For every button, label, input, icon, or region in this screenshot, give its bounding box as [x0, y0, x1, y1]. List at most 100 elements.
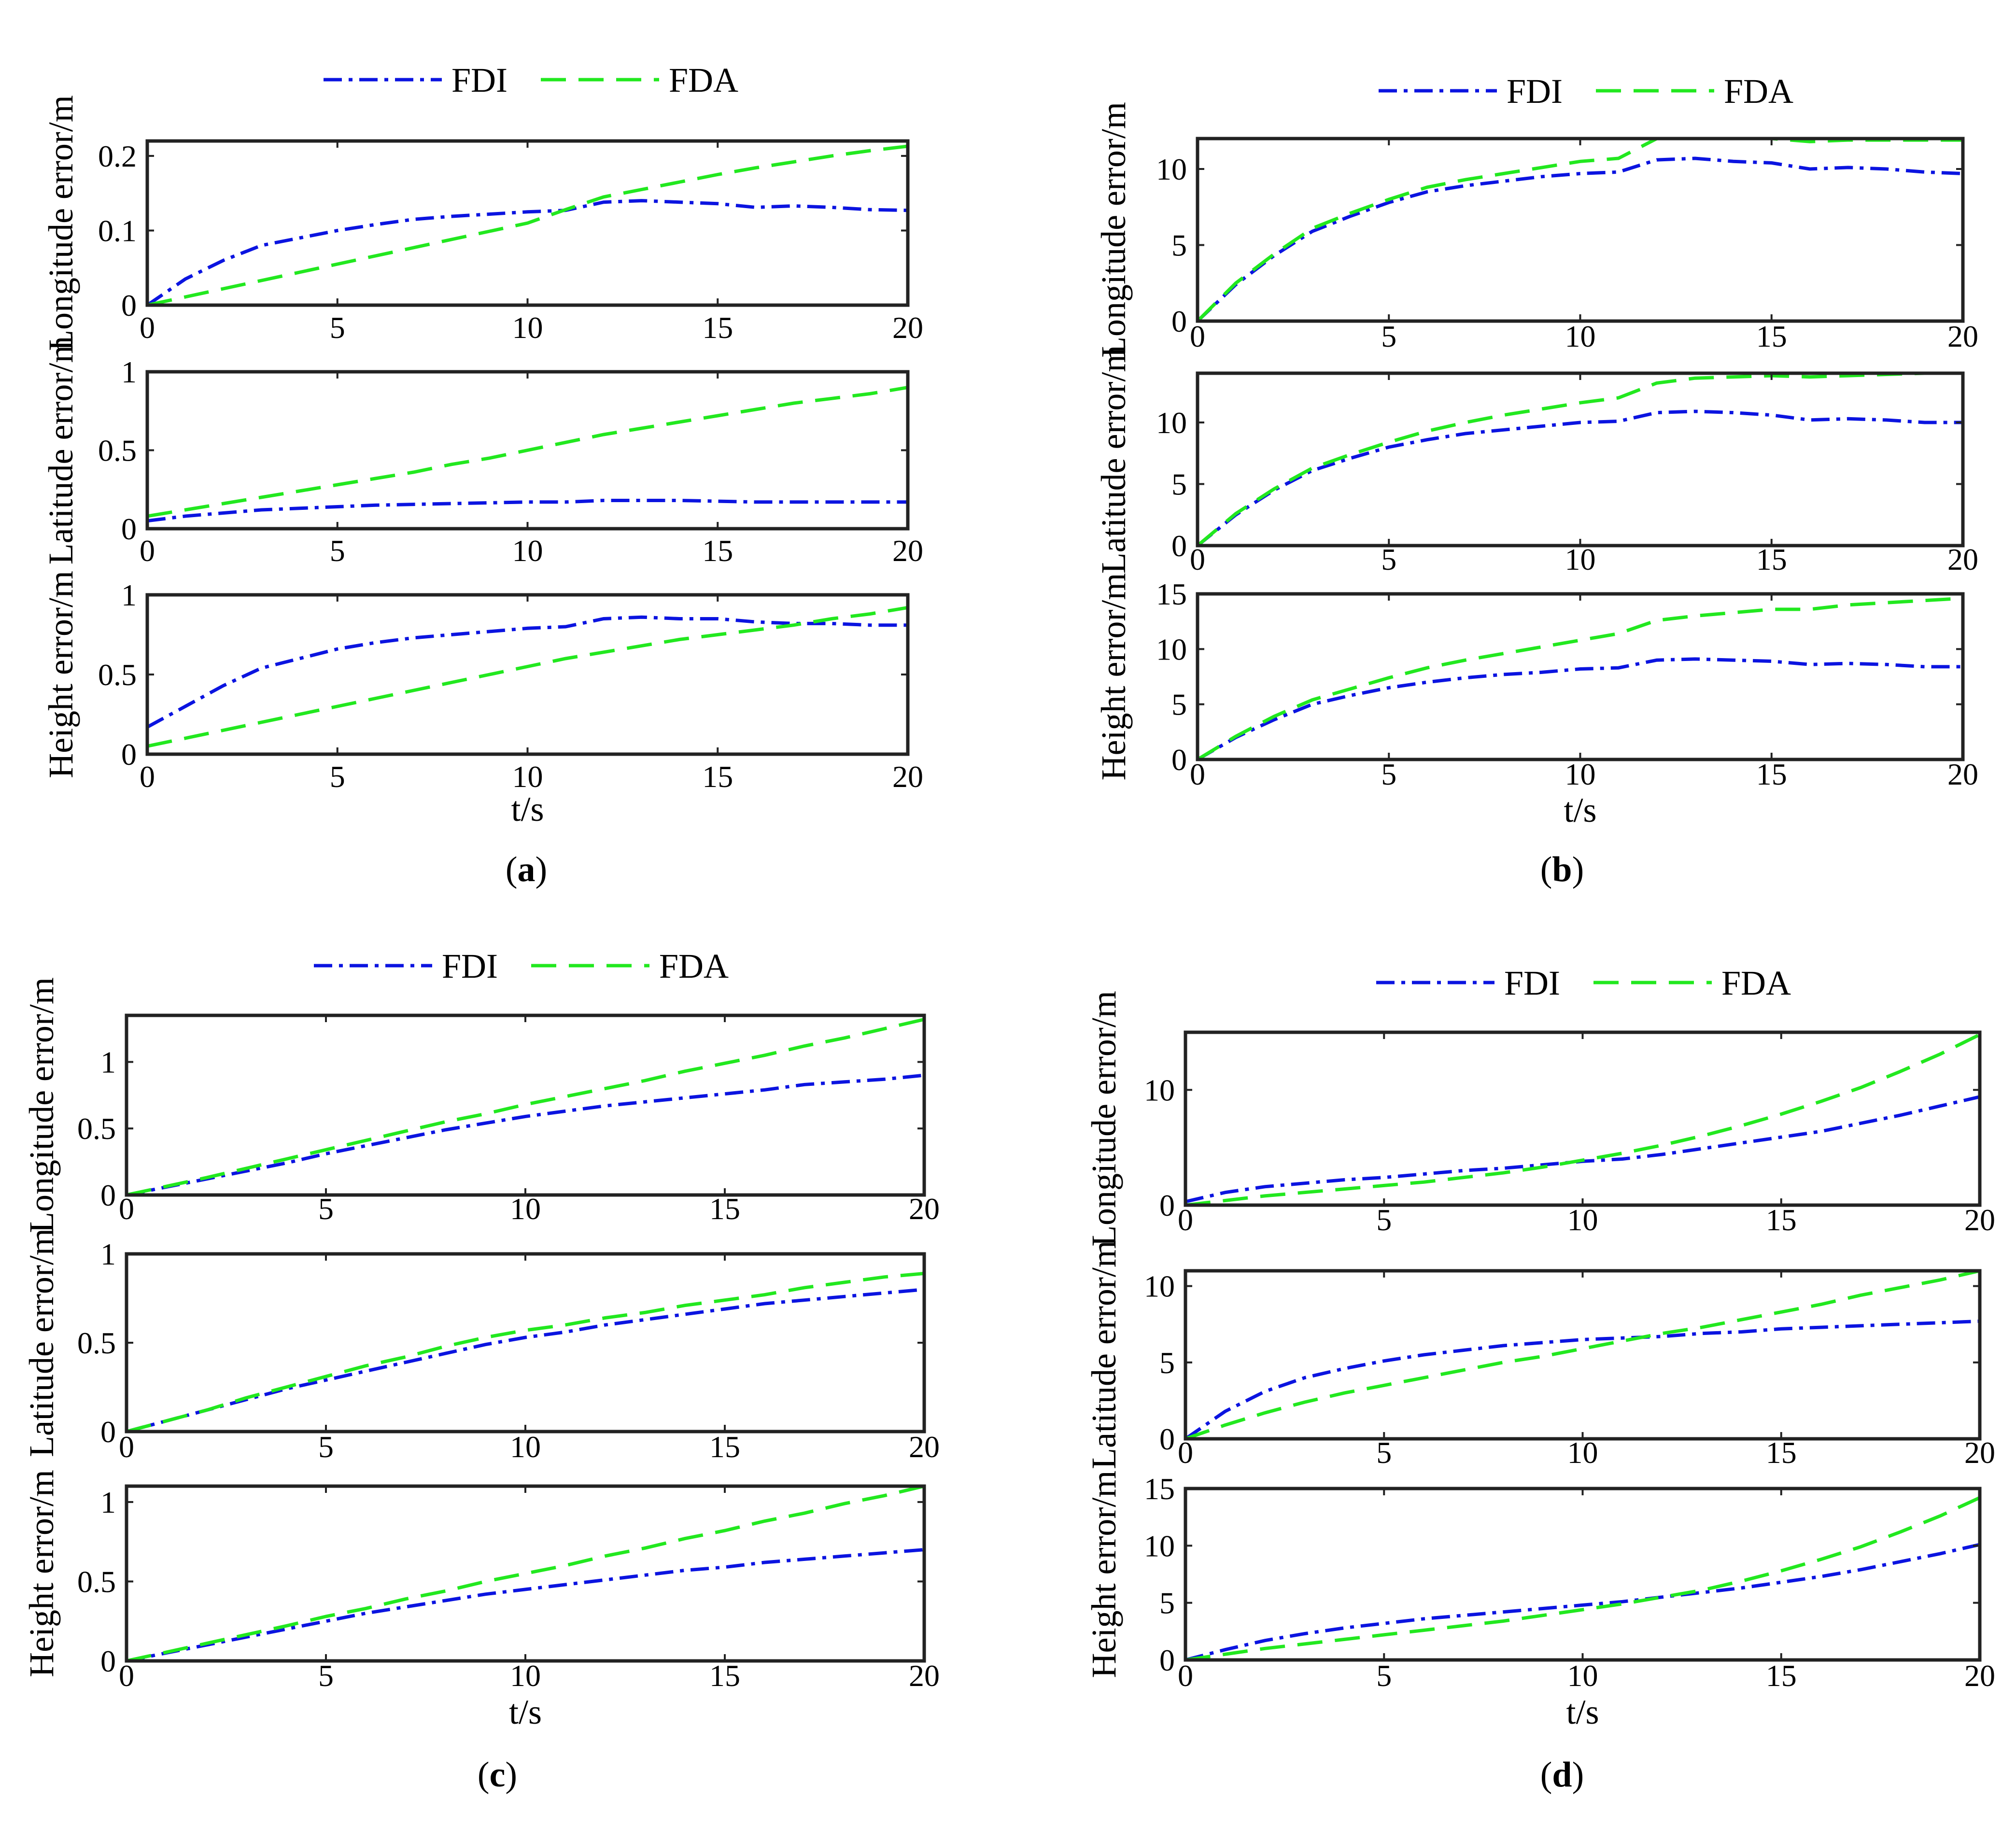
x-tick-label: 5 — [330, 534, 345, 568]
x-tick-label: 0 — [1178, 1435, 1193, 1470]
x-tick-label: 20 — [1964, 1435, 1995, 1470]
x-tick-label: 20 — [1947, 757, 1978, 791]
axes-frame — [145, 593, 910, 756]
panel-caption: (d) — [1540, 1755, 1584, 1795]
series-line-fdi — [147, 499, 908, 523]
x-tick-label: 15 — [702, 310, 733, 345]
subplot-2: 0 5 10 15 20 0 5 10 Latitude error/m — [1085, 1240, 1995, 1470]
y-axis-label: Latitude error/m — [22, 1228, 61, 1457]
x-tick-label: 5 — [330, 310, 345, 345]
x-tick-label: 5 — [1376, 1435, 1392, 1470]
x-tick-label: 10 — [1565, 542, 1596, 576]
series-line-fda — [1185, 1496, 1980, 1662]
panel-caption: (c) — [478, 1755, 517, 1795]
x-tick-label: 5 — [1381, 319, 1396, 353]
x-tick-label: 10 — [1565, 757, 1596, 791]
x-tick-label: 5 — [330, 759, 345, 794]
y-tick-label: 5 — [1171, 228, 1187, 263]
panel-caption: (b) — [1540, 850, 1584, 889]
x-tick-label: 0 — [119, 1192, 134, 1226]
y-axis-label: Height error/m — [42, 571, 80, 778]
series-line-fda — [127, 1484, 924, 1663]
legend-fda-label: FDA — [1724, 72, 1793, 111]
x-tick-label: 15 — [1756, 319, 1787, 353]
subplot-1: 0 5 10 15 20 0 5 10 Longitude error/m — [1094, 102, 1978, 358]
x-tick-label: 20 — [909, 1658, 940, 1693]
y-tick-label: 5 — [1159, 1346, 1175, 1380]
x-tick-label: 5 — [1381, 542, 1396, 576]
series-line-fdi — [127, 1548, 924, 1663]
x-tick-label: 20 — [909, 1192, 940, 1226]
series-line-fdi — [1198, 156, 1963, 323]
y-tick-label: 0 — [121, 288, 137, 323]
legend-fdi-label: FDI — [451, 61, 508, 99]
y-tick-label: 0 — [1159, 1643, 1175, 1677]
y-tick-label: 0 — [1171, 743, 1187, 777]
axes-frame — [1196, 371, 1965, 548]
x-tick-label: 20 — [1964, 1658, 1995, 1693]
x-tick-label: 15 — [702, 534, 733, 568]
y-tick-label: 0.1 — [98, 213, 137, 248]
y-axis-label: Longitude error/m — [22, 977, 61, 1233]
series-line-fda — [147, 144, 908, 307]
y-axis-label: Latitude error/m — [1094, 345, 1133, 574]
y-axis-label: Longitude error/m — [42, 95, 80, 351]
x-tick-label: 5 — [1376, 1658, 1392, 1693]
legend: FDI FDA — [1379, 72, 1793, 111]
series-line-fda — [1198, 371, 1963, 547]
subplot-3: 0 5 10 15 20 0 0.5 1 Height error/m — [42, 571, 923, 794]
subplot-3: 0 5 10 15 20 0 0.5 1 Height error/m — [22, 1470, 940, 1693]
x-tick-label: 0 — [140, 759, 155, 794]
y-tick-label: 0 — [121, 737, 137, 772]
y-tick-label: 0.5 — [77, 1564, 116, 1599]
x-axis-label: t/s — [1564, 791, 1596, 829]
x-tick-label: 0 — [119, 1430, 134, 1464]
y-tick-label: 0 — [100, 1644, 116, 1678]
legend: FDI FDA — [324, 61, 738, 99]
subplot-1: 0 5 10 15 20 0 10 Longitude error/m — [1085, 991, 1995, 1247]
y-tick-label: 10 — [1144, 1529, 1175, 1563]
x-tick-label: 20 — [1947, 542, 1978, 576]
legend: FDI FDA — [314, 947, 729, 985]
x-tick-label: 5 — [1381, 757, 1396, 791]
y-tick-label: 10 — [1156, 632, 1187, 666]
y-tick-label: 1 — [100, 1237, 116, 1271]
x-tick-label: 20 — [909, 1430, 940, 1464]
y-tick-label: 5 — [1171, 467, 1187, 502]
legend-fdi-label: FDI — [442, 947, 498, 985]
y-tick-label: 15 — [1156, 577, 1187, 611]
x-tick-label: 10 — [1565, 319, 1596, 353]
x-tick-label: 10 — [1567, 1658, 1598, 1693]
legend-fda-label: FDA — [659, 947, 729, 985]
x-tick-label: 0 — [140, 310, 155, 345]
y-tick-label: 0 — [1159, 1422, 1175, 1456]
x-tick-label: 15 — [709, 1192, 740, 1226]
y-tick-label: 5 — [1159, 1586, 1175, 1620]
y-axis-label: Height error/m — [22, 1470, 61, 1677]
x-tick-label: 0 — [119, 1658, 134, 1693]
x-tick-label: 20 — [892, 310, 923, 345]
y-tick-label: 10 — [1156, 152, 1187, 186]
y-tick-label: 0.5 — [77, 1326, 116, 1360]
y-tick-label: 1 — [100, 1045, 116, 1079]
x-axis-label: t/s — [509, 1693, 542, 1731]
series-line-fdi — [127, 1073, 924, 1197]
x-tick-label: 15 — [1766, 1658, 1797, 1693]
x-tick-label: 15 — [1756, 542, 1787, 576]
y-tick-label: 0 — [1159, 1188, 1175, 1223]
y-axis-label: Height error/m — [1085, 1471, 1123, 1678]
y-tick-label: 15 — [1144, 1472, 1175, 1506]
y-axis-label: Longitude error/m — [1085, 991, 1123, 1247]
series-line-fdi — [1198, 409, 1963, 547]
y-axis-label: Latitude error/m — [1085, 1240, 1123, 1469]
y-tick-label: 0.5 — [77, 1111, 116, 1146]
x-tick-label: 0 — [1178, 1658, 1193, 1693]
series-line-fda — [1185, 1033, 1980, 1207]
y-tick-label: 0 — [100, 1178, 116, 1212]
x-tick-label: 10 — [1567, 1203, 1598, 1237]
y-tick-label: 10 — [1156, 406, 1187, 440]
x-axis-label: t/s — [1566, 1693, 1599, 1731]
